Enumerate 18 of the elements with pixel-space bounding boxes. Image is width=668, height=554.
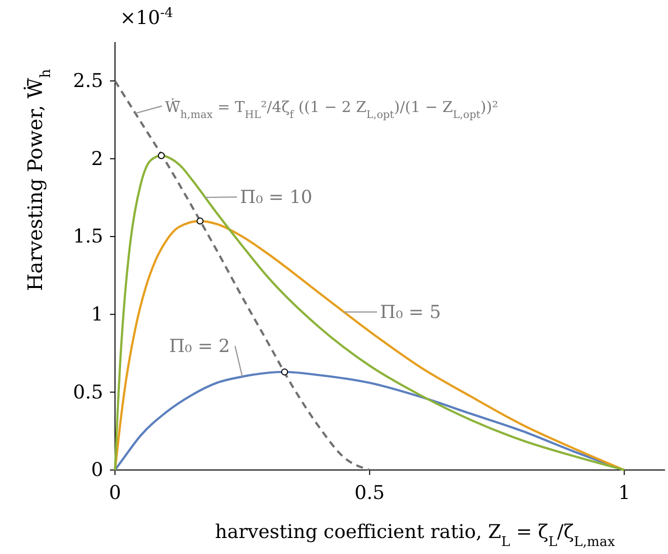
y-tick-label: 1	[91, 303, 104, 326]
series-label: Π₀ = 10	[240, 187, 312, 208]
x-axis-title: harvesting coefficient ratio, Z$_{L}$ = ζ$_{L}$/ζ$_{L,max}$	[215, 521, 616, 550]
y-tick-label: 1.5	[72, 226, 104, 248]
y-tick-label: 0.5	[72, 381, 104, 404]
point	[158, 152, 165, 160]
x-tick-label: 1	[618, 482, 630, 504]
y-tick-label: 0	[91, 459, 104, 482]
series-label: Π₀ = 2	[169, 336, 230, 357]
text: Ẇ̄$_{h,max}$ = T$_{HL}$²/4ζ$_{f}$ ((1 − 2 Z$_{L,opt}$)/(1 − Z$_{L,opt}$))²	[165, 98, 498, 121]
y-tick-label: 2.5	[72, 70, 104, 92]
series-label: Π₀ = 5	[380, 302, 441, 323]
x-tick-label: 0	[108, 482, 122, 504]
point	[281, 368, 288, 376]
text: ×10$^{-4}$	[120, 6, 174, 29]
y-tick-label: 2	[91, 148, 104, 170]
point	[196, 217, 204, 224]
x-tick-label: 0.5	[354, 482, 385, 504]
